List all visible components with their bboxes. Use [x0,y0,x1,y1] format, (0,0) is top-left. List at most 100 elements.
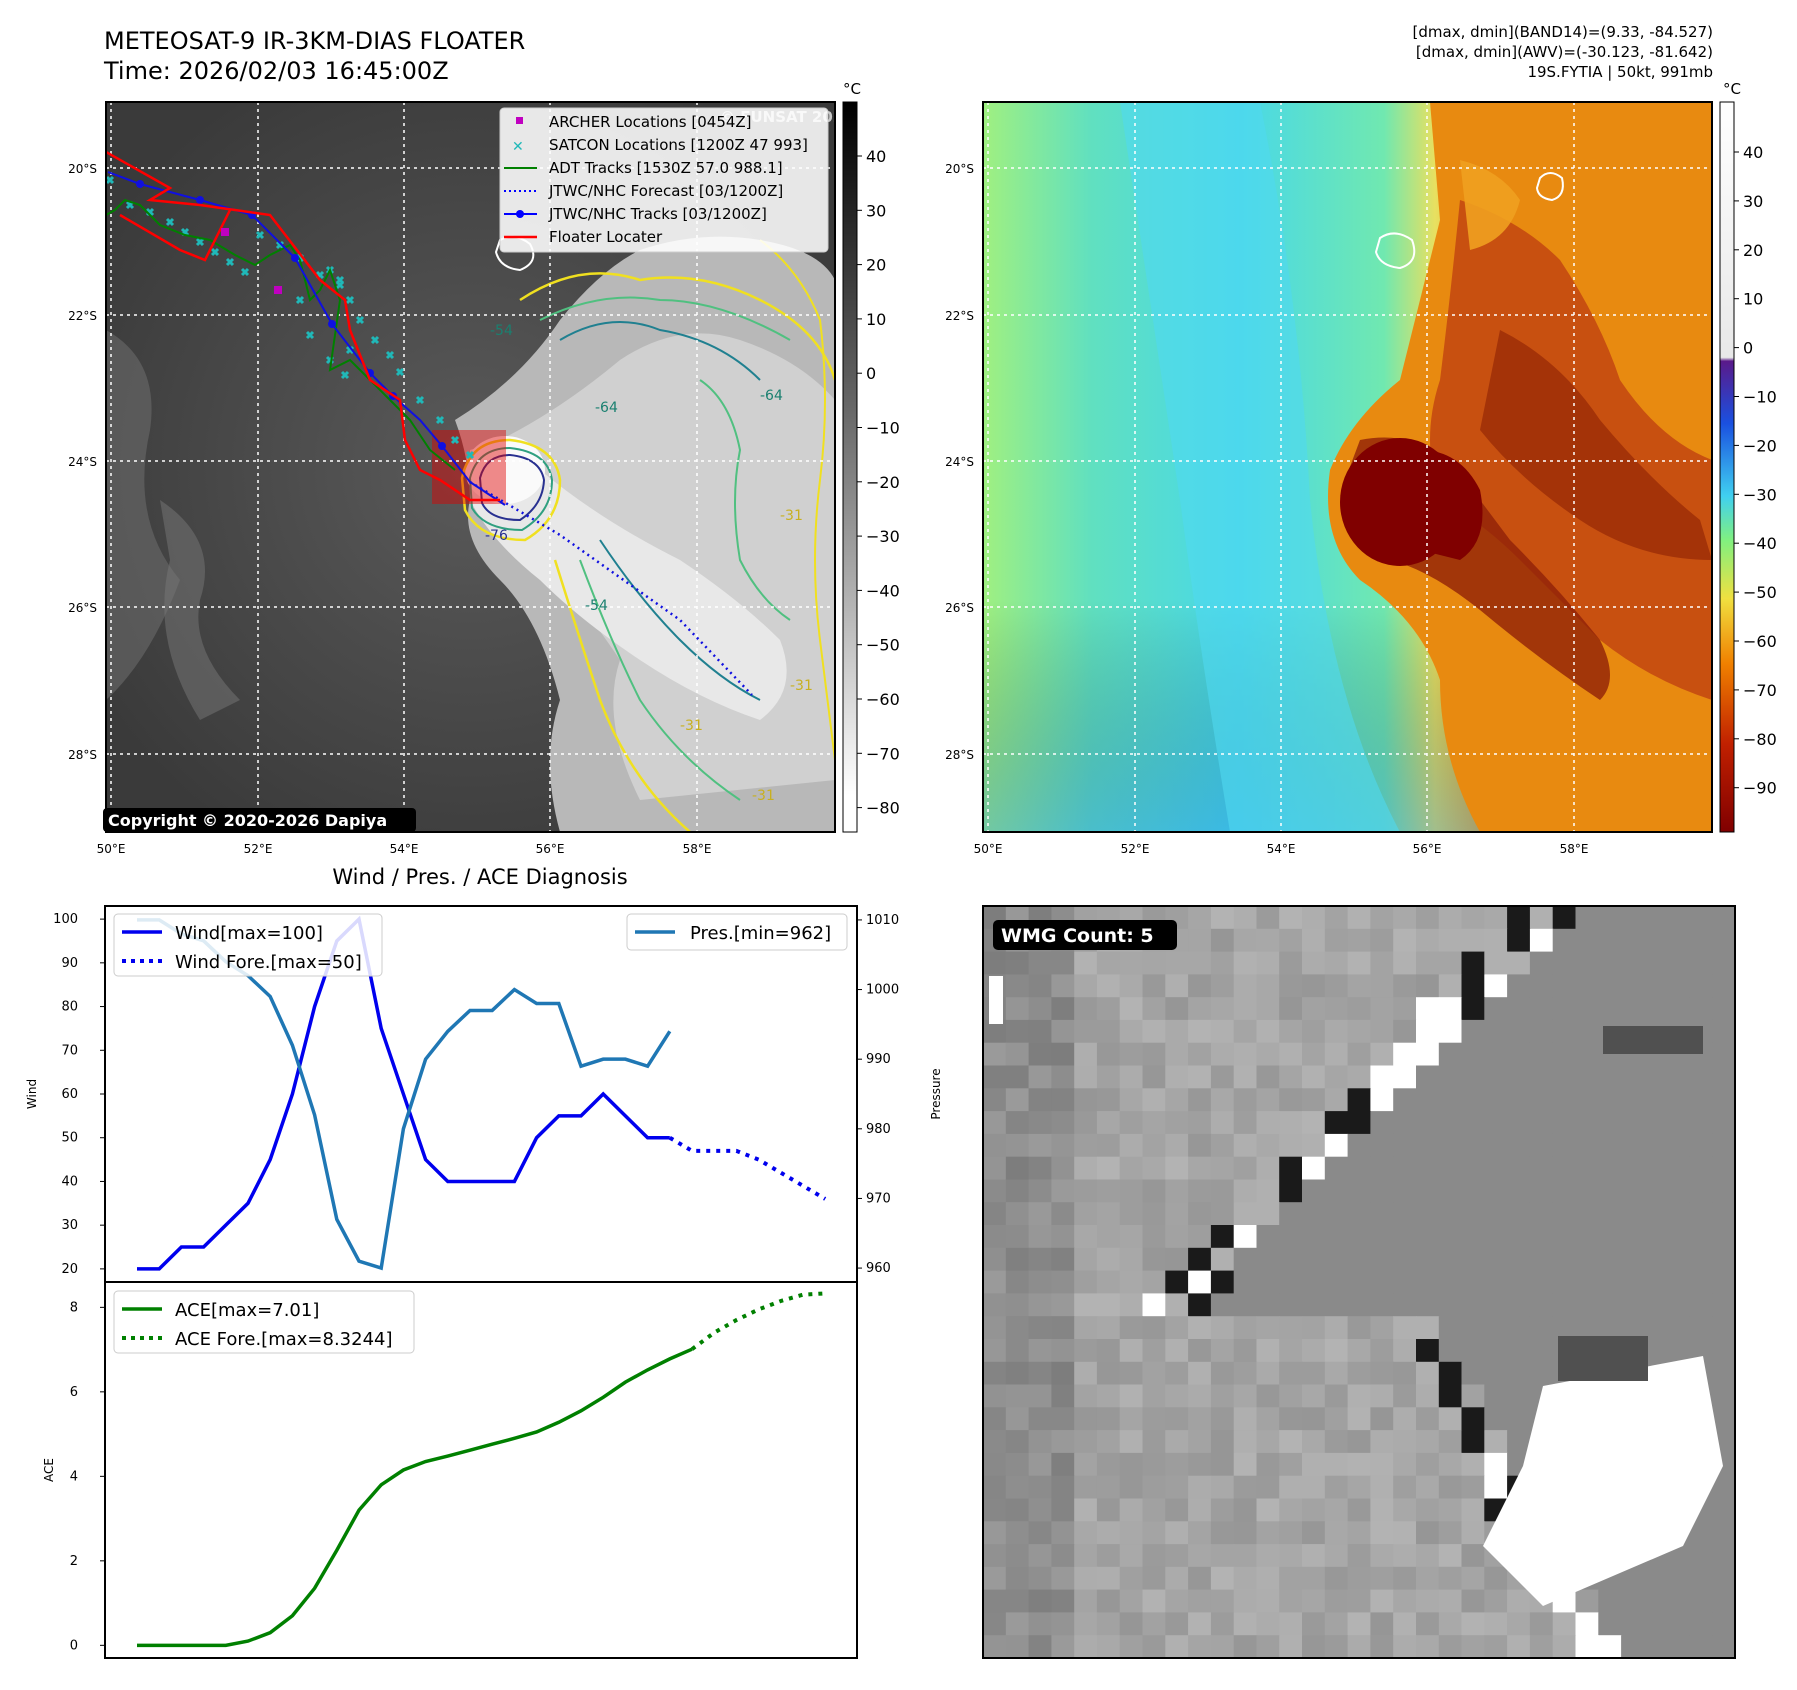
wmg-cell [1233,1521,1258,1545]
satcon-marker [225,257,235,267]
wmg-cell [1621,1635,1645,1659]
wmg-cell [1712,1270,1736,1294]
wmg-cell [1507,997,1531,1021]
lon-tick: 58°E [1560,842,1589,856]
wmg-cell [1233,1065,1258,1089]
wmg-cell [1074,1339,1098,1363]
wmg-cell [1370,1179,1394,1203]
wmg-cell [1165,1339,1189,1363]
wmg-cell [1461,1635,1485,1659]
wmg-cell [1028,1179,1052,1203]
wmg-cell [1529,1635,1554,1659]
wmg-cell [1529,1065,1554,1089]
wmg-cell [1393,997,1417,1021]
wmg-cell [1438,1042,1463,1067]
wmg-cell [1370,1247,1394,1272]
wmg-cell [1370,906,1394,930]
wmg-cell [1393,1475,1417,1500]
wmg-cell [1712,1612,1736,1636]
wmg-cell [1074,1133,1098,1158]
wmg-cell [983,1521,1007,1545]
wmg-cell [1393,1635,1417,1659]
wmg-cell [1416,1225,1440,1249]
pressure-tick-label: 990 [866,1052,891,1067]
wmg-cell [1279,1316,1303,1340]
wmg-cell [1552,1225,1577,1249]
wmg-cell [1005,1065,1030,1089]
wmg-cell [1028,1316,1052,1340]
wmg-cell [1689,1202,1713,1226]
wmg-cell [1393,1430,1417,1454]
wmg-cell [1279,906,1303,930]
wmg-cell [1074,1589,1098,1613]
satcon-marker [195,237,205,247]
wmg-cell [1621,1088,1645,1112]
wmg-cell [1142,951,1166,975]
wmg-cell [1393,1384,1417,1408]
wmg-cell [1324,1430,1349,1454]
wmg-cell [1484,1361,1508,1386]
wmg-cell [1507,928,1531,953]
legend-tracks: JTWC/NHC Tracks [03/1200Z] [548,205,767,223]
wmg-cell [1598,906,1622,930]
wmg-cell [1165,1042,1189,1067]
wmg-cell [1028,1133,1052,1158]
wmg-cell [1302,1019,1326,1044]
wmg-cell [1324,1133,1349,1158]
wmg-cell [1210,1612,1235,1636]
wmg-cell [1096,1133,1121,1158]
wmg-cell [1188,1088,1212,1112]
wmg-cell [1712,1088,1736,1112]
wmg-cell [1256,1361,1280,1386]
wmg-cell [983,1612,1007,1636]
ir-colorbar-label: −60 [866,690,900,709]
wmg-cell [1461,1065,1485,1089]
wmg-cell [1165,1589,1189,1613]
wmg-cell [1666,1566,1690,1591]
pressure-tick-label: 980 [866,1122,891,1137]
wmg-cell [1051,1111,1075,1135]
wmg-cell [1279,1042,1303,1067]
wmg-cell [1712,1407,1736,1431]
wmg-cell [1347,1019,1371,1044]
wmg-cell [1210,1247,1235,1272]
wmg-cell [1484,1339,1508,1363]
wmg-cell [1438,1270,1463,1294]
wmg-cell [1529,1133,1554,1158]
wmg-cell [1621,1133,1645,1158]
wmg-cell [1188,1452,1212,1477]
wmg-cell [1416,1521,1440,1545]
wmg-cell [983,1361,1007,1386]
wmg-cell [983,1019,1007,1044]
wmg-cell [1484,1566,1508,1591]
wmg-cell [1074,1361,1098,1386]
wmg-cell [1028,1475,1052,1500]
wmg-cell [1119,1042,1144,1067]
wmg-cell [1529,906,1554,930]
contour-label: -31 [680,718,703,734]
wmg-cell [1188,1544,1212,1568]
wmg-cell [1028,974,1052,998]
wmg-cell [1028,1065,1052,1089]
wmg-cell [1324,1247,1349,1272]
wmg-cell [1552,1179,1577,1203]
wmg-cell [1484,1407,1508,1431]
wmg-cell [1347,1179,1371,1203]
wmg-cell [1393,1293,1417,1317]
wmg-cell [1461,1339,1485,1363]
satcon-marker [355,315,365,325]
wmg-cell [1393,1225,1417,1249]
wmg-cell [1461,951,1485,975]
wmg-cell [1142,1339,1166,1363]
wmg-cell [1074,1521,1098,1545]
wmg-cell [1438,1475,1463,1500]
wmg-cell [1598,1247,1622,1272]
wmg-cell [1233,1452,1258,1477]
wmg-cell [1188,1133,1212,1158]
wmg-cell [1028,1156,1052,1181]
wmg-cell [1484,974,1508,998]
satcon-marker [450,435,460,445]
wmg-cell [1256,1430,1280,1454]
wmg-cell [1598,1065,1622,1089]
wmg-cell [1051,1544,1075,1568]
